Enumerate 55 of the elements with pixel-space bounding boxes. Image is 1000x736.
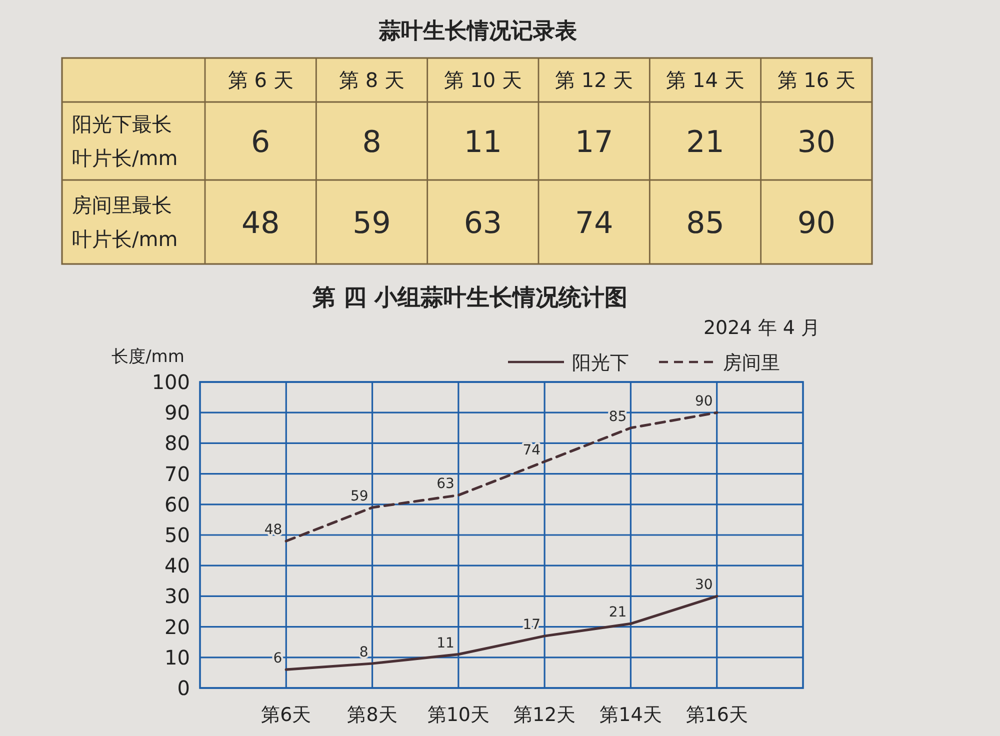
x-tick-label: 第12天 (513, 704, 576, 726)
y-tick-label: 100 (152, 370, 190, 394)
text: 蒜叶生长情况记录表 (378, 19, 577, 44)
data-label: 8 (359, 644, 368, 661)
y-tick-label: 80 (164, 431, 190, 456)
data-label: 21 (608, 604, 627, 621)
x-tick-label: 第14天 (600, 704, 662, 726)
x-tick-label: 第6天 (261, 704, 312, 726)
data-label: 11 (464, 125, 502, 160)
data-label: 85 (686, 206, 724, 241)
y-tick-label: 20 (164, 614, 190, 639)
data-label: 48 (264, 522, 282, 538)
category-label: 第 14 天 (666, 68, 744, 92)
x-tick-label: 第8天 (347, 704, 398, 726)
data-label: 63 (436, 476, 454, 492)
data-label: 63 (464, 206, 502, 241)
data-label: 59 (350, 488, 368, 504)
line-series (284, 411, 718, 542)
series-label: 阳光下最长叶片长/mm (72, 112, 178, 170)
line-series (284, 594, 718, 671)
x-tick-label: 第10天 (427, 704, 490, 726)
data-label: 90 (797, 206, 836, 241)
data-label: 11 (436, 635, 454, 652)
y-axis-title: 长度/mm (112, 347, 184, 367)
data-label: 48 (241, 206, 280, 241)
y-tick-label: 90 (164, 400, 190, 425)
y-tick-label: 70 (164, 462, 190, 486)
data-label: 6 (251, 125, 270, 160)
category-label: 第 16 天 (777, 68, 856, 92)
category-label: 第 8 天 (339, 68, 404, 92)
y-tick-label: 50 (164, 523, 190, 547)
text: 房间里最长叶片长/mm (72, 193, 178, 251)
data-label: 74 (574, 206, 614, 241)
y-tick-label: 40 (164, 554, 190, 578)
data-label: 17 (574, 125, 614, 160)
category-label: 第 6 天 (228, 68, 294, 92)
data-label: 90 (695, 394, 713, 410)
y-tick-label: 0 (177, 676, 190, 700)
text: 2024 年 4 月 (703, 317, 820, 339)
data-label: 85 (608, 408, 627, 425)
data-label: 59 (352, 206, 391, 241)
data-label: 30 (695, 577, 713, 594)
legend-label: 阳光下 (572, 352, 629, 374)
chart-title: 第 四 小组蒜叶生长情况统计图 (311, 285, 628, 311)
x-tick-label: 第16天 (686, 704, 748, 726)
data-label: 30 (797, 125, 836, 160)
category-label: 第 12 天 (554, 68, 634, 92)
data-label: 21 (686, 125, 724, 160)
data-label: 8 (362, 125, 382, 160)
y-tick-label: 10 (164, 645, 190, 670)
legend-label: 房间里 (723, 352, 780, 374)
y-tick-label: 60 (164, 492, 190, 516)
category-label: 第 10 天 (444, 68, 522, 92)
y-tick-label: 30 (164, 584, 190, 608)
data-label: 74 (522, 442, 541, 459)
